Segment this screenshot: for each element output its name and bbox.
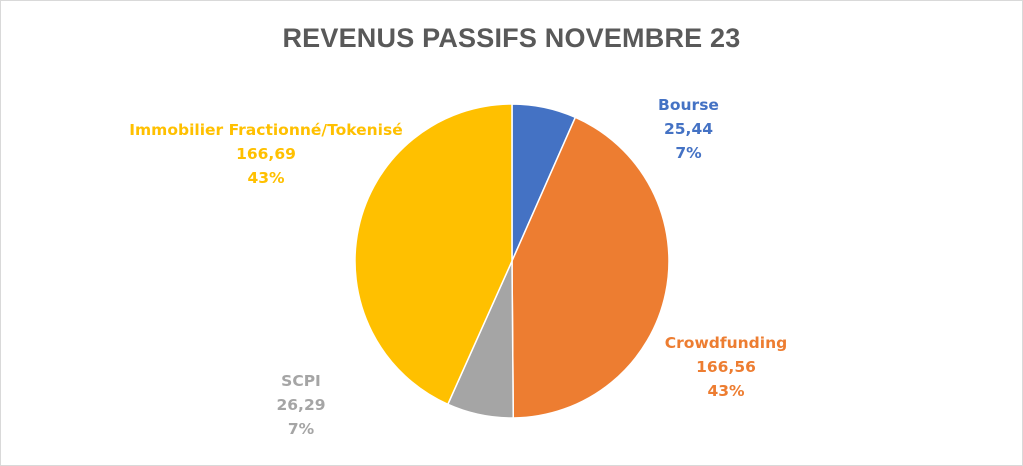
data-label-bourse-value: 25,44 (663, 120, 714, 138)
data-label-scpi-value: 26,29 (276, 396, 326, 414)
data-label-immobilier-value: 166,69 (236, 145, 296, 163)
data-label-scpi: SCPI 26,29 7% (251, 369, 351, 441)
data-label-immobilier: Immobilier Fractionné/Tokenisé 166,69 43… (111, 118, 421, 190)
data-label-crowdfunding-value: 166,56 (696, 358, 756, 376)
data-label-bourse: Bourse 25,44 7% (641, 93, 736, 165)
data-label-scpi-percent: 7% (287, 420, 315, 438)
data-label-bourse-name: Bourse (658, 96, 719, 114)
pie-slice-crowdfunding (511, 116, 670, 419)
data-label-crowdfunding: Crowdfunding 166,56 43% (656, 331, 796, 403)
data-label-crowdfunding-name: Crowdfunding (664, 334, 788, 352)
data-label-bourse-percent: 7% (675, 144, 702, 162)
data-label-crowdfunding-percent: 43% (707, 382, 745, 400)
data-label-scpi-name: SCPI (281, 372, 321, 390)
data-label-immobilier-percent: 43% (247, 169, 285, 187)
pie-slice-immobilier (354, 103, 513, 406)
chart-title: REVENUS PASSIFS NOVEMBRE 23 (282, 23, 741, 53)
data-label-immobilier-name: Immobilier Fractionné/Tokenisé (129, 121, 403, 139)
